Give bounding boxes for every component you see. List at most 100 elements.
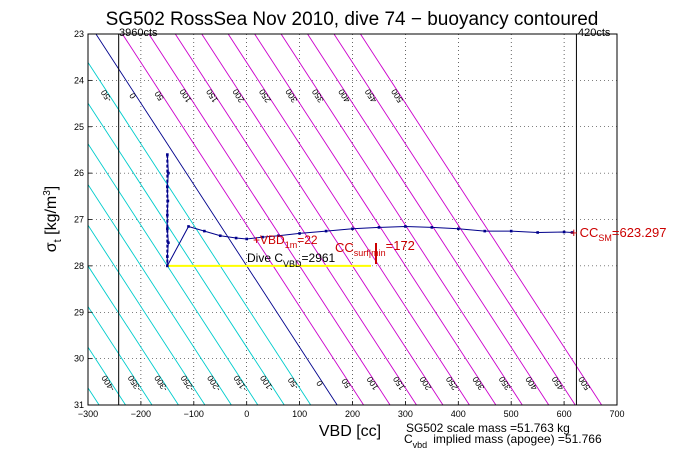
contour-line xyxy=(254,34,497,405)
y-tick-label: 26 xyxy=(74,168,84,178)
contour-label: 0 xyxy=(127,91,138,101)
data-point xyxy=(483,229,487,233)
y-tick-label: 27 xyxy=(74,215,84,225)
data-point xyxy=(166,227,169,231)
data-point xyxy=(234,236,238,240)
x-tick-label: −200 xyxy=(131,409,151,419)
annotation-cc-sm: + CCSM=623.297 xyxy=(570,225,666,243)
data-point xyxy=(377,226,381,229)
contour-line xyxy=(174,34,417,405)
contour-label: 350 xyxy=(310,87,326,105)
contour-label: 200 xyxy=(230,87,246,105)
contour-line xyxy=(88,265,179,405)
data-point xyxy=(187,225,190,228)
contour-label: 400 xyxy=(523,375,539,393)
y-tick-label: 24 xyxy=(74,75,84,85)
data-point xyxy=(562,230,566,234)
contour-label: -300 xyxy=(152,373,170,393)
vbd-max-label: 420cts xyxy=(578,27,611,39)
contour-label: 250 xyxy=(444,375,460,393)
contour-line xyxy=(122,34,364,405)
contour-label: 300 xyxy=(283,87,299,105)
contour-label: 150 xyxy=(391,375,407,393)
annotation-vbd-1m: +VBD1m=22 xyxy=(253,233,318,250)
data-point xyxy=(245,237,248,241)
y-axis-label: σt [kg/m3] xyxy=(42,186,64,253)
x-tick-label: 100 xyxy=(292,409,307,419)
contour-line xyxy=(88,61,312,405)
implied-mass-text: Cvbd implied mass (apogee) =51.766 xyxy=(404,432,602,450)
contour-label: 150 xyxy=(204,87,220,105)
x-tick-label: 400 xyxy=(451,409,466,419)
scale-mass-text: SG502 scale mass =51.763 kg xyxy=(406,421,570,435)
x-tick-label: −100 xyxy=(184,409,204,419)
contour-label: 100 xyxy=(177,87,193,105)
contour-line xyxy=(201,34,444,405)
x-tick-label: 200 xyxy=(345,409,360,419)
contour-label: 50 xyxy=(152,89,166,103)
contour-label: 450 xyxy=(549,375,565,393)
data-point xyxy=(218,234,222,238)
data-point xyxy=(167,241,170,244)
contour-line xyxy=(88,224,206,405)
y-ticks: 23 24 25 26 27 28 29 30 31 xyxy=(74,29,92,410)
contour-label: 100 xyxy=(364,375,380,393)
y-tick-label: 28 xyxy=(74,261,84,271)
contour-label: 400 xyxy=(336,87,352,105)
contour-line xyxy=(88,143,259,405)
chart-title: SG502 RossSea Nov 2010, dive 74 − buoyan… xyxy=(106,9,599,30)
data-point xyxy=(351,227,354,231)
contour-label: 0 xyxy=(314,379,325,389)
y-tick-label: 23 xyxy=(74,29,84,39)
dive-series xyxy=(166,153,574,268)
contour-label: 450 xyxy=(362,87,378,105)
buoyancy-contours xyxy=(88,34,603,405)
data-point xyxy=(430,226,434,229)
contour-label: 200 xyxy=(417,375,433,393)
data-point xyxy=(570,231,574,234)
x-ticks: −300 −200 −100 0 100 200 300 400 500 600 700 xyxy=(78,401,625,419)
vbd-min-label: 3960cts xyxy=(119,27,158,39)
contour-line xyxy=(148,34,391,405)
contour-label: -150 xyxy=(231,373,249,393)
data-point xyxy=(404,225,407,228)
contour-label: 500 xyxy=(389,87,405,105)
contour-label: -400 xyxy=(99,373,117,393)
data-point xyxy=(536,231,539,234)
vbd-limit-lines xyxy=(118,34,577,405)
y-tick-label: 25 xyxy=(74,122,84,132)
x-tick-label: 300 xyxy=(398,409,413,419)
contour-line xyxy=(95,34,338,405)
contour-line xyxy=(88,305,153,405)
data-point xyxy=(277,234,280,238)
y-tick-label: 31 xyxy=(74,400,84,410)
contour-line xyxy=(307,34,550,405)
data-point xyxy=(203,229,206,233)
annotation-cc-surf: CCsurf|min=172 xyxy=(335,238,415,258)
x-tick-label: 500 xyxy=(504,409,519,419)
data-point xyxy=(324,229,328,233)
data-point xyxy=(298,232,301,235)
contour-label: -100 xyxy=(258,373,276,393)
data-point xyxy=(457,227,460,231)
contour-label: 50 xyxy=(339,376,353,390)
contour-label: 500 xyxy=(576,375,592,393)
contour-label: -50 xyxy=(98,88,113,104)
contour-label: 250 xyxy=(257,87,273,105)
contour-line xyxy=(88,102,285,405)
x-tick-label: 0 xyxy=(244,409,249,419)
contour-line xyxy=(360,34,603,405)
contour-line xyxy=(280,34,523,405)
x-tick-label: −300 xyxy=(78,409,98,419)
contour-label: 300 xyxy=(470,375,486,393)
data-point xyxy=(509,229,513,233)
x-tick-label: 700 xyxy=(609,409,624,419)
y-tick-label: 29 xyxy=(74,307,84,317)
contour-label: -250 xyxy=(178,373,196,393)
y-tick-label: 30 xyxy=(74,354,84,364)
contour-label: 350 xyxy=(496,375,512,393)
x-axis-label: VBD [cc] xyxy=(319,423,381,440)
x-tick-label: 600 xyxy=(557,409,572,419)
contour-line xyxy=(227,34,470,405)
